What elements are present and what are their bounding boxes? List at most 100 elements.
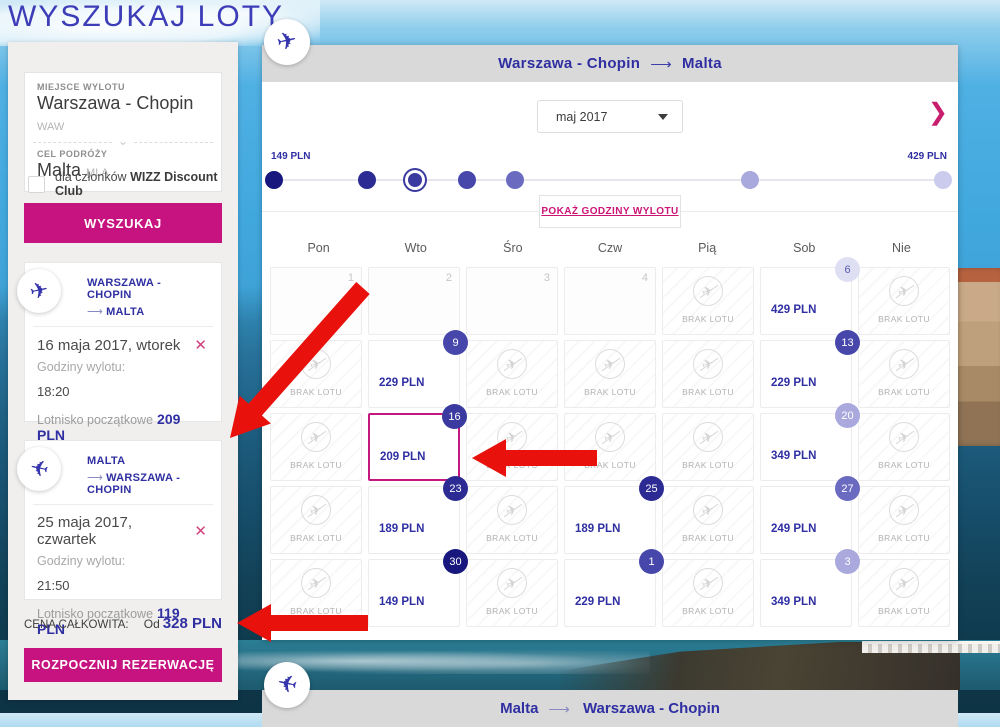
calendar-noflight-cell: BRAK LOTU	[858, 486, 950, 554]
destination-value[interactable]: Malta MLA	[37, 160, 109, 180]
origin-field[interactable]: MIEJSCE WYLOTU Warszawa - Chopin WAW	[37, 82, 209, 135]
day-header: Pią	[698, 241, 717, 255]
calendar-empty-cell: 1	[270, 267, 362, 335]
no-flight-label: BRAK LOTU	[290, 387, 342, 397]
calendar-day-cell[interactable]: 20 349 PLN	[760, 403, 860, 481]
timeline-dot[interactable]	[457, 171, 476, 189]
calendar-noflight-cell: BRAK LOTU	[270, 486, 362, 554]
return-plane-icon	[17, 447, 61, 491]
timeline-dot[interactable]	[933, 171, 952, 189]
return-section-header: Malta ⟶ Warszawa - Chopin	[262, 690, 958, 727]
origin-label: MIEJSCE WYLOTU	[37, 82, 126, 92]
cell-price: 189 PLN	[575, 523, 621, 535]
outbound-time[interactable]: 18:20	[37, 384, 70, 399]
no-flight-plane-icon	[301, 349, 331, 379]
calendar-day-cell[interactable]: 25 189 PLN	[564, 476, 664, 554]
calendar-empty-cell: 3	[466, 267, 558, 335]
cell-price: 209 PLN	[380, 451, 426, 463]
background-railing	[862, 641, 1000, 653]
cell-price: 229 PLN	[379, 377, 425, 389]
day-header: Wto	[404, 241, 427, 255]
outbound-price: 209 PLN	[37, 411, 181, 443]
no-flight-label: BRAK LOTU	[878, 533, 930, 543]
outbound-flight-card: WARSZAWA - CHOPIN ⟶MALTA 16 maja 2017, w…	[17, 262, 222, 443]
day-header: Sob	[793, 241, 816, 255]
swap-route-divider	[33, 142, 213, 143]
timeline-max-price: 429 PLN	[907, 151, 947, 162]
no-flight-label: BRAK LOTU	[486, 606, 538, 616]
destination-field[interactable]: CEL PODRÓŻY Malta MLA	[37, 149, 209, 181]
no-flight-plane-icon	[889, 276, 919, 306]
timeline-dot[interactable]	[265, 171, 284, 189]
remove-outbound-icon[interactable]	[192, 336, 209, 354]
cell-price: 149 PLN	[379, 596, 425, 608]
calendar-day-cell[interactable]: 23 189 PLN	[368, 476, 468, 554]
calendar-noflight-cell: BRAK LOTU	[270, 413, 362, 481]
no-flight-plane-icon	[889, 422, 919, 452]
calendar-day-cell[interactable]: 3 349 PLN	[760, 549, 860, 627]
remove-return-icon[interactable]	[192, 522, 209, 540]
day-badge: 16	[442, 404, 467, 429]
show-departure-times-button[interactable]: POKAŻ GODZINY WYLOTU	[539, 195, 681, 228]
calendar-noflight-cell: BRAK LOTU	[662, 486, 754, 554]
origin-value[interactable]: Warszawa - Chopin WAW	[37, 93, 194, 133]
no-flight-plane-icon	[889, 349, 919, 379]
total-price-label: CENA CAŁKOWITA:	[24, 619, 129, 631]
calendar-empty-cell: 4	[564, 267, 656, 335]
no-flight-label: BRAK LOTU	[878, 606, 930, 616]
calendar-noflight-cell: BRAK LOTU	[858, 340, 950, 408]
day-header: Czw	[597, 241, 623, 255]
calendar-day-cell[interactable]: 30 149 PLN	[368, 549, 468, 627]
no-flight-label: BRAK LOTU	[486, 387, 538, 397]
calendar-day-cell[interactable]: 6 429 PLN	[760, 257, 860, 335]
return-price: 119 PLN	[37, 605, 180, 637]
total-price-value: 328 PLN	[162, 615, 222, 632]
calendar-noflight-cell: BRAK LOTU	[466, 559, 558, 627]
day-header: Śro	[503, 241, 523, 255]
no-flight-label: BRAK LOTU	[584, 387, 636, 397]
cell-price: 229 PLN	[575, 596, 621, 608]
start-booking-button[interactable]: ROZPOCZNIJ REZERWACJĘ	[24, 648, 222, 682]
day-badge: 9	[443, 330, 468, 355]
discount-club-label: dla członków WIZZ Discount Club	[55, 170, 218, 198]
no-flight-plane-icon	[497, 495, 527, 525]
search-button[interactable]: WYSZUKAJ	[24, 203, 222, 243]
cell-price: 429 PLN	[771, 304, 817, 316]
outbound-plane-icon	[17, 269, 61, 313]
calendar-day-cell[interactable]: 9 229 PLN	[368, 330, 468, 408]
no-flight-label: BRAK LOTU	[878, 460, 930, 470]
next-month-chevron-icon[interactable]	[928, 101, 948, 125]
calendar-day-cell[interactable]: 13 229 PLN	[760, 330, 860, 408]
return-time[interactable]: 21:50	[37, 578, 70, 593]
no-flight-plane-icon	[497, 349, 527, 379]
calendar-day-cell[interactable]: 1 229 PLN	[564, 549, 664, 627]
no-flight-label: BRAK LOTU	[290, 460, 342, 470]
calendar-noflight-cell: BRAK LOTU	[662, 267, 754, 335]
calendar-day-cell[interactable]: 27 249 PLN	[760, 476, 860, 554]
no-flight-label: BRAK LOTU	[290, 533, 342, 543]
day-number: 3	[543, 272, 550, 284]
outbound-calendar-panel: Warszawa - Chopin ⟶ Malta maj 2017 149 P…	[262, 45, 958, 640]
price-timeline-track	[265, 171, 952, 189]
timeline-min-price: 149 PLN	[271, 151, 311, 162]
calendar-noflight-cell: BRAK LOTU	[858, 267, 950, 335]
cell-price: 189 PLN	[379, 523, 425, 535]
no-flight-plane-icon	[693, 568, 723, 598]
day-badge: 6	[835, 257, 860, 282]
destination-label: CEL PODRÓŻY	[37, 149, 108, 159]
no-flight-label: BRAK LOTU	[878, 314, 930, 324]
timeline-dot[interactable]	[357, 171, 376, 189]
no-flight-plane-icon	[301, 422, 331, 452]
no-flight-label: BRAK LOTU	[584, 460, 636, 470]
calendar-day-cell[interactable]: 16 209 PLN	[368, 404, 467, 481]
day-badge: 1	[639, 549, 664, 574]
timeline-dot[interactable]	[505, 171, 524, 189]
discount-club-row: dla członków WIZZ Discount Club	[28, 170, 224, 198]
month-select[interactable]: maj 2017	[537, 100, 683, 133]
no-flight-label: BRAK LOTU	[682, 606, 734, 616]
timeline-dot[interactable]	[740, 171, 759, 189]
calendar-noflight-cell: BRAK LOTU	[662, 413, 754, 481]
discount-club-checkbox[interactable]	[28, 175, 45, 193]
search-sidebar: MIEJSCE WYLOTU Warszawa - Chopin WAW CEL…	[8, 42, 238, 700]
timeline-dot-selected[interactable]	[408, 173, 423, 187]
